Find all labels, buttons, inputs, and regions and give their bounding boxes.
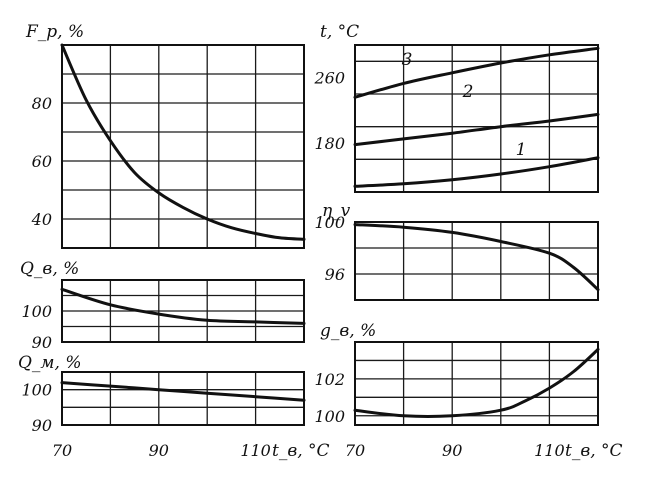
y-tick-label: 100: [21, 302, 52, 321]
y-tick-label: 90: [32, 333, 52, 352]
x-tick-label: 110: [240, 441, 271, 460]
y-tick-label: 90: [32, 416, 52, 435]
plot-frame: [61, 44, 305, 249]
x-tick-label: 70: [345, 441, 365, 460]
panel-gb: 100 102 70 90 110 g_в, % t_в, °C: [314, 321, 622, 461]
grid-fp: [62, 45, 304, 248]
plot-frame: [61, 279, 305, 343]
y-tick-label: 260: [313, 69, 345, 88]
y-tick-label: 100: [314, 213, 345, 232]
y-tick-label: 180: [314, 134, 345, 153]
series-line-qb-1: [60, 287, 306, 325]
y-tick-label: 100: [21, 381, 52, 400]
y-axis-title: Q_м, %: [18, 353, 82, 373]
y-tick-label: 60: [32, 152, 52, 171]
x-tick-label: 110: [534, 441, 565, 460]
plot-frame: [354, 341, 599, 426]
y-axis-title: η_v: [322, 201, 351, 221]
plot-frame: [354, 44, 599, 193]
y-tick-label: 80: [32, 94, 52, 113]
plot-frame: [61, 371, 305, 426]
y-tick-label: 102: [314, 370, 345, 389]
panel-fp: 40 60 80 F_p, %: [25, 22, 306, 249]
series-line-qm-1: [60, 381, 306, 402]
series-label: 2: [462, 82, 474, 102]
series-label: 1: [516, 140, 527, 160]
y-axis-title: t, °C: [320, 22, 359, 42]
series-line-fp-1: [60, 43, 306, 241]
series-line-t-2: [353, 112, 600, 147]
y-axis-title: g_в, %: [320, 321, 376, 341]
y-tick-label: 100: [314, 407, 345, 426]
x-tick-label: 70: [52, 441, 72, 460]
grid-qb: [62, 280, 304, 342]
series-line-t-1: [353, 156, 600, 188]
grid-t: [355, 45, 598, 192]
y-tick-label: 96: [325, 265, 345, 284]
series-line-t-3: [353, 46, 600, 99]
series-label: 3: [402, 50, 413, 70]
y-axis-title: F_p, %: [25, 22, 84, 42]
panel-qb: 90 100 Q_в, %: [20, 259, 306, 352]
grid-qm: [62, 372, 304, 425]
x-tick-label: 90: [442, 441, 462, 460]
x-tick-label: 90: [149, 441, 169, 460]
y-axis-title: Q_в, %: [20, 259, 79, 279]
series-line-gb-1: [353, 347, 600, 418]
series-line-eta-1: [353, 223, 600, 292]
panel-t: 180 260 t, °C 1 2 3: [313, 22, 600, 193]
x-axis-title: t_в, °C: [272, 441, 330, 461]
plots: 40 60 80 F_p, % 180 260 t, °C 1 2 3 90 100 Q_в, % 96 1…: [18, 22, 623, 461]
grid-eta: [355, 222, 598, 300]
x-axis-title: t_в, °C: [565, 441, 623, 461]
y-tick-label: 40: [31, 210, 52, 229]
plot-frame: [354, 221, 599, 301]
